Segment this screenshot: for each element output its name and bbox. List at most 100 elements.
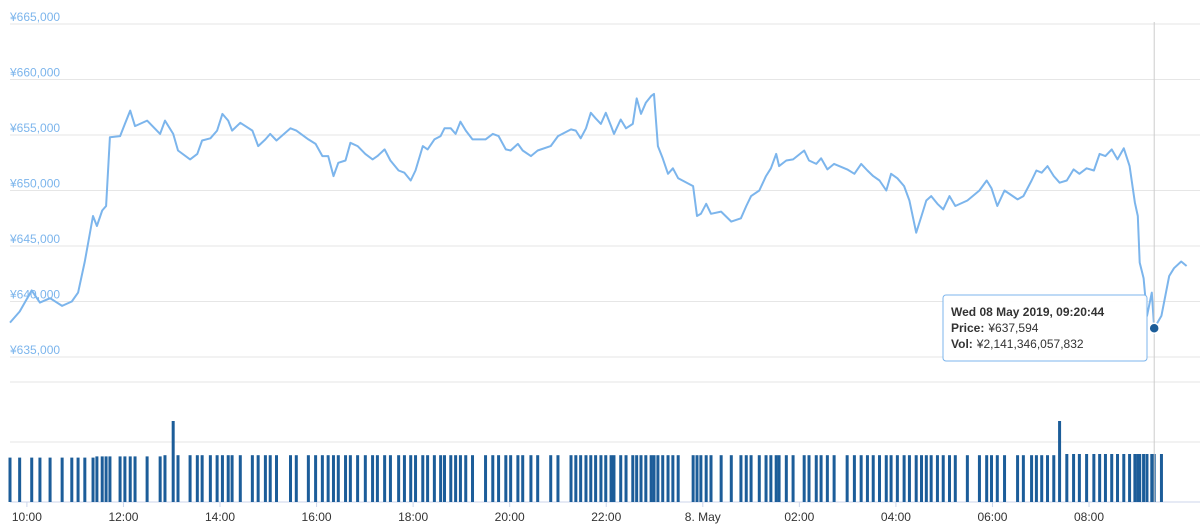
volume-bar: [432, 455, 436, 502]
volume-bar: [604, 455, 608, 502]
volume-bar: [1116, 454, 1120, 502]
volume-bar: [884, 455, 888, 502]
volume-bar: [612, 455, 616, 502]
volume-bar: [814, 455, 818, 502]
volume-bar: [977, 455, 981, 502]
volume-bar: [757, 455, 761, 502]
volume-bar: [666, 455, 670, 502]
volume-bar: [791, 455, 795, 502]
volume-bar: [118, 456, 122, 502]
volume-bar: [158, 456, 162, 502]
volume-bar: [383, 455, 387, 502]
volume-bar: [635, 455, 639, 502]
volume-bar: [709, 455, 713, 502]
volume-bar: [1128, 454, 1132, 502]
volume-bar: [859, 455, 863, 502]
volume-bar: [70, 457, 74, 502]
volume-bar: [1092, 454, 1096, 502]
volume-bar: [832, 455, 836, 502]
tooltip-vol-label: Vol:: [951, 337, 973, 351]
volume-bar: [536, 455, 540, 502]
volume-bar: [652, 455, 656, 502]
volume-bar: [914, 455, 918, 502]
volume-bar: [439, 455, 443, 502]
volume-bar: [471, 455, 475, 502]
volume-bar: [91, 457, 95, 502]
volume-bar: [599, 455, 603, 502]
volume-bar: [953, 455, 957, 502]
volume-bar: [704, 455, 708, 502]
volume-bar: [188, 455, 192, 502]
volume-bar: [250, 455, 254, 502]
volume-bar: [569, 455, 573, 502]
volume-bar: [326, 455, 330, 502]
x-tick-label: 22:00: [591, 510, 621, 524]
volume-bar: [1133, 454, 1137, 502]
volume-bar: [274, 455, 278, 502]
volume-bar: [195, 455, 199, 502]
plot: [9, 92, 1188, 330]
volume-bar: [929, 455, 933, 502]
volume-bar: [504, 455, 508, 502]
volume-bar: [719, 455, 723, 502]
volume-bar: [60, 457, 64, 502]
volume-bar: [877, 455, 881, 502]
volume-bar: [819, 455, 823, 502]
tooltip-vol: Vol: ¥2,141,346,057,832: [951, 337, 1084, 351]
volume-bar: [388, 455, 392, 502]
volume-bar: [163, 455, 167, 502]
volume-bar: [556, 455, 560, 502]
tooltip-box: [942, 294, 1148, 362]
hover-point: [1148, 322, 1160, 334]
tooltip-vol-value: ¥2,141,346,057,832: [976, 337, 1084, 351]
volume-bar: [215, 455, 219, 502]
volume-bar: [671, 455, 675, 502]
volume-bar: [579, 455, 583, 502]
volume-bar: [1058, 421, 1062, 502]
volume-bar: [845, 455, 849, 502]
volume-bar: [18, 457, 22, 502]
volume-bar: [414, 455, 418, 502]
x-tick-label: 12:00: [108, 510, 138, 524]
volume-bar: [371, 455, 375, 502]
volume-bar: [1034, 455, 1038, 502]
volume-bar: [895, 455, 899, 502]
volume-bar: [1150, 454, 1154, 502]
volume-bar: [871, 455, 875, 502]
volume-bar: [699, 455, 703, 502]
volume-bar: [230, 455, 234, 502]
y-tick-label: ¥645,000: [9, 232, 60, 246]
volume-bar: [336, 455, 340, 502]
y-tick-label: ¥635,000: [9, 343, 60, 357]
volume-bar: [145, 456, 149, 502]
volume-bar: [1122, 454, 1126, 502]
volume-bar: [941, 455, 945, 502]
volume-bar: [464, 455, 468, 502]
volume-bar: [769, 455, 773, 502]
volume-bar: [639, 455, 643, 502]
volume-bar: [48, 457, 52, 502]
volume-bar: [402, 455, 406, 502]
volume-bar: [902, 455, 906, 502]
volume-bar: [1110, 454, 1114, 502]
volume-bar: [306, 455, 310, 502]
volume-bar: [574, 455, 578, 502]
volume-bar: [421, 455, 425, 502]
volume-bar: [529, 455, 533, 502]
volume-bar: [995, 455, 999, 502]
volume-bar: [749, 455, 753, 502]
volume-bar: [1030, 455, 1034, 502]
volume-bar: [624, 455, 628, 502]
volume-bar: [348, 455, 352, 502]
volume-bar: [656, 455, 660, 502]
volume-bar: [344, 455, 348, 502]
tooltip-price: Price: ¥637,594: [951, 321, 1039, 335]
volume-bar: [619, 455, 623, 502]
volume-bar: [852, 455, 856, 502]
volume-bar: [609, 455, 613, 502]
y-tick-label: ¥655,000: [9, 121, 60, 135]
x-tick-label: 04:00: [881, 510, 911, 524]
volume-bar: [238, 455, 242, 502]
volume-bar: [30, 457, 34, 502]
